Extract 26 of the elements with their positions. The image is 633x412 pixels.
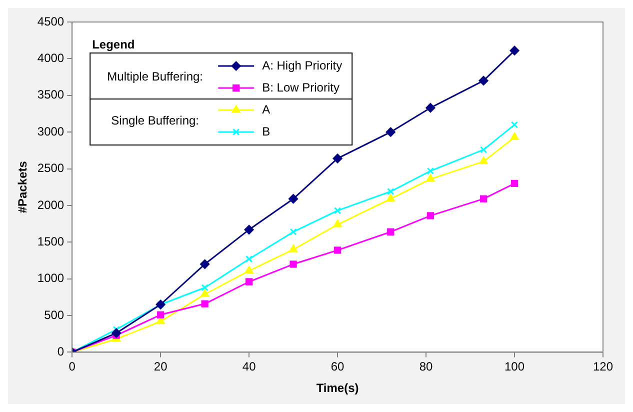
annotation: Single Buffering: bbox=[111, 113, 200, 128]
legend-label: A bbox=[262, 102, 270, 116]
x-tick-label: 40 bbox=[242, 360, 256, 374]
x-tick-label: 0 bbox=[68, 360, 76, 374]
annotation: Multiple Buffering: bbox=[107, 69, 204, 84]
y-tick-label: 3500 bbox=[37, 88, 64, 102]
y-tick-label: 3000 bbox=[37, 124, 64, 138]
legend-label: B bbox=[262, 124, 270, 138]
x-tick-label: 80 bbox=[419, 360, 434, 374]
x-tick-label: 100 bbox=[504, 360, 525, 374]
x-axis-title: Time(s) bbox=[316, 381, 359, 396]
legend-label: B: Low Priority bbox=[262, 80, 340, 94]
legend-title: Legend bbox=[92, 37, 135, 52]
x-tick-label: 60 bbox=[330, 360, 345, 374]
y-tick-label: 4000 bbox=[37, 51, 64, 65]
y-tick-label: 4500 bbox=[37, 14, 64, 28]
y-tick-label: 2000 bbox=[37, 198, 64, 212]
y-tick-label: 1500 bbox=[37, 234, 64, 248]
y-axis-title: #Packets bbox=[16, 160, 30, 214]
x-tick-label: 20 bbox=[154, 360, 168, 374]
y-tick-label: 2500 bbox=[37, 161, 64, 176]
y-tick-label: 1000 bbox=[37, 271, 64, 286]
x-tick-label: 120 bbox=[592, 360, 614, 374]
legend-label: A: High Priority bbox=[262, 58, 342, 72]
y-tick-label: 500 bbox=[44, 308, 64, 322]
y-tick-label: 0 bbox=[57, 344, 64, 359]
